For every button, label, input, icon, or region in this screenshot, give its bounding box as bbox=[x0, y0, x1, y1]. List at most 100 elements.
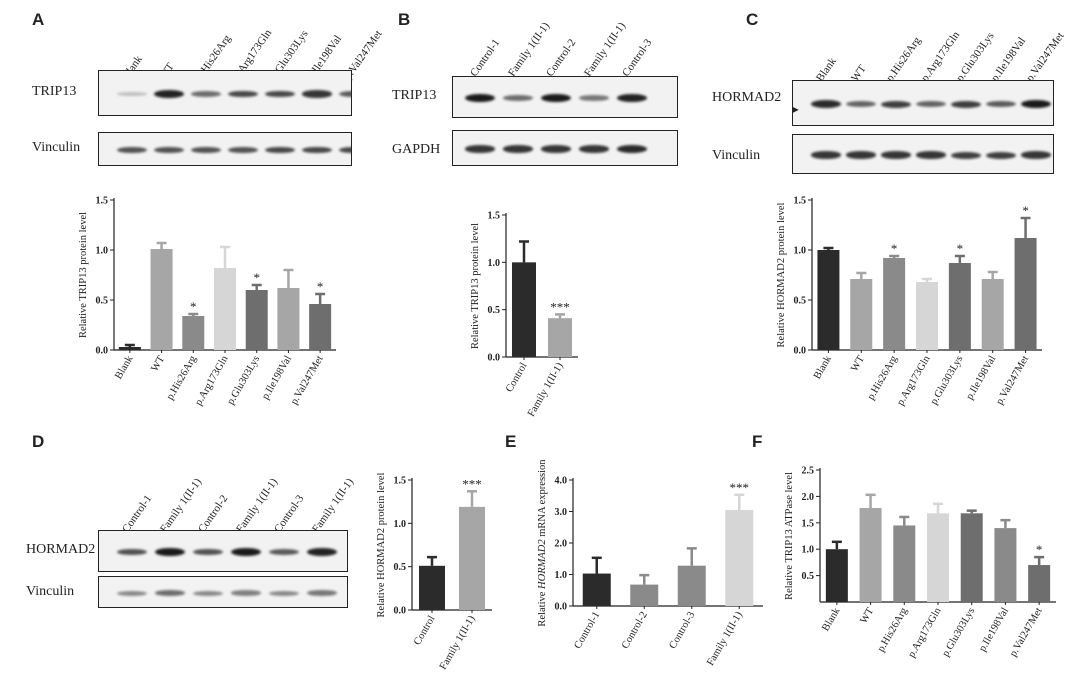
blot-band bbox=[231, 590, 261, 596]
blot-membrane bbox=[452, 130, 678, 166]
blot-band bbox=[302, 90, 332, 98]
bar bbox=[677, 565, 706, 606]
blot-band bbox=[117, 146, 147, 154]
bar bbox=[927, 513, 949, 602]
y-tick-label: 2.5 bbox=[802, 466, 815, 477]
y-axis-label: Relative TRIP13 protein level bbox=[470, 223, 481, 349]
y-tick-label: 1.5 bbox=[802, 518, 815, 529]
bar bbox=[512, 262, 536, 357]
panel-letter-d: D bbox=[32, 432, 45, 451]
significance-marker: * bbox=[1036, 542, 1043, 557]
y-tick-label: 0.0 bbox=[488, 353, 501, 364]
blot-membrane bbox=[792, 80, 1054, 126]
y-tick-label: 0.5 bbox=[802, 571, 815, 582]
bar bbox=[245, 290, 268, 350]
blot-row-label: TRIP13 bbox=[392, 88, 437, 103]
blot-band bbox=[191, 91, 221, 97]
blot-band bbox=[465, 94, 495, 102]
blot-band bbox=[154, 90, 184, 98]
y-tick-label: 1.0 bbox=[96, 246, 109, 257]
blot-band bbox=[307, 548, 337, 556]
blot-band bbox=[269, 548, 299, 556]
bar bbox=[893, 525, 916, 602]
y-tick-label: 1.5 bbox=[394, 476, 407, 487]
y-tick-label: 3.0 bbox=[555, 507, 568, 518]
blot-band bbox=[228, 90, 258, 98]
blot-row-label: Vinculin bbox=[32, 140, 81, 155]
blot-band bbox=[579, 145, 609, 153]
significance-marker: * bbox=[1022, 203, 1029, 218]
bar bbox=[118, 347, 141, 350]
y-axis-label: Relative HORMAD2 protein level bbox=[376, 472, 387, 617]
x-tick-label: p.Glu303Lys bbox=[941, 606, 978, 659]
blot-band bbox=[579, 95, 609, 101]
blot-band bbox=[155, 590, 185, 596]
y-tick-label: 1.0 bbox=[794, 246, 807, 257]
blot-row-label: HORMAD2 bbox=[26, 542, 96, 557]
y-tick-label: 1.0 bbox=[555, 570, 568, 581]
band-arrow-icon: ► bbox=[790, 104, 801, 116]
lane-label: Control-3 bbox=[620, 36, 655, 79]
bar bbox=[817, 250, 840, 350]
blot-membrane bbox=[792, 134, 1054, 174]
blot-band bbox=[503, 95, 533, 101]
blot-row-label: GAPDH bbox=[392, 142, 441, 157]
x-tick-label: p.Arg173Gln bbox=[895, 353, 933, 407]
x-tick-label: p.Ile198Val bbox=[964, 354, 998, 402]
bar bbox=[582, 573, 611, 606]
blot-band bbox=[231, 548, 261, 556]
y-tick-label: 1.5 bbox=[488, 211, 501, 222]
panel-letter-e: E bbox=[505, 432, 517, 451]
y-tick-label: 0.0 bbox=[96, 346, 109, 357]
bar-chart-b: 0.0 0.5 1.0 1.5 Relative TRIP13 protein leve… bbox=[470, 211, 578, 419]
significance-marker: * bbox=[891, 241, 898, 256]
bar-chart-d: 0.0 0.5 1.0 1.5 Relative HORMAD2 protein lev… bbox=[376, 472, 492, 672]
blot-band bbox=[881, 151, 911, 159]
blot-band bbox=[265, 90, 295, 98]
bar bbox=[1014, 238, 1037, 350]
blot-band bbox=[191, 146, 221, 154]
blot-membrane bbox=[98, 70, 352, 116]
blot-band bbox=[811, 151, 841, 159]
x-tick-label: p.His26Arg bbox=[876, 605, 910, 654]
significance-marker: * bbox=[317, 279, 324, 294]
x-tick-label: WT bbox=[149, 353, 167, 373]
bar-chart-f: 0.5 1.0 1.5 2.0 2.5 Relative TRIP13 ATPase le… bbox=[784, 466, 1056, 660]
blot-membrane bbox=[98, 132, 352, 166]
y-tick-label: 1.0 bbox=[488, 258, 501, 269]
bar bbox=[150, 249, 173, 350]
x-tick-label: Control-3 bbox=[667, 610, 697, 651]
panel-letter-f: F bbox=[752, 432, 763, 451]
blot-membrane bbox=[98, 576, 348, 608]
blot-band bbox=[881, 100, 911, 108]
panel-letter-c: C bbox=[746, 10, 759, 29]
blot-band bbox=[951, 100, 981, 108]
blot-band bbox=[193, 548, 223, 556]
lane-label: Control-1 bbox=[468, 36, 503, 79]
blot-band bbox=[541, 94, 571, 102]
x-tick-label: Blank bbox=[812, 353, 834, 381]
blot-band bbox=[916, 101, 946, 107]
blot-row-label: TRIP13 bbox=[32, 84, 77, 99]
significance-marker: * bbox=[190, 299, 197, 314]
x-tick-label: Family 1(II-1) bbox=[438, 614, 478, 672]
blot-band bbox=[117, 92, 147, 96]
x-tick-label: p.Glu303Lys bbox=[226, 354, 263, 407]
bar bbox=[419, 565, 445, 610]
blot-band bbox=[117, 590, 147, 596]
blot-band bbox=[846, 101, 876, 107]
blot-membrane bbox=[452, 76, 678, 118]
y-axis-label: Relative TRIP13 ATPase level bbox=[784, 472, 795, 600]
panel-letter-a: A bbox=[32, 10, 45, 29]
blot-band bbox=[951, 151, 981, 159]
bar bbox=[214, 268, 236, 350]
y-tick-label: 0.0 bbox=[394, 606, 407, 617]
x-tick-label: p.His26Arg bbox=[165, 353, 199, 402]
bar bbox=[883, 258, 906, 350]
bar bbox=[630, 584, 659, 606]
y-tick-label: 0.5 bbox=[488, 305, 501, 316]
bar bbox=[916, 282, 938, 350]
bar bbox=[825, 549, 848, 602]
y-tick-label: 2.0 bbox=[555, 539, 568, 550]
bar bbox=[182, 316, 205, 350]
